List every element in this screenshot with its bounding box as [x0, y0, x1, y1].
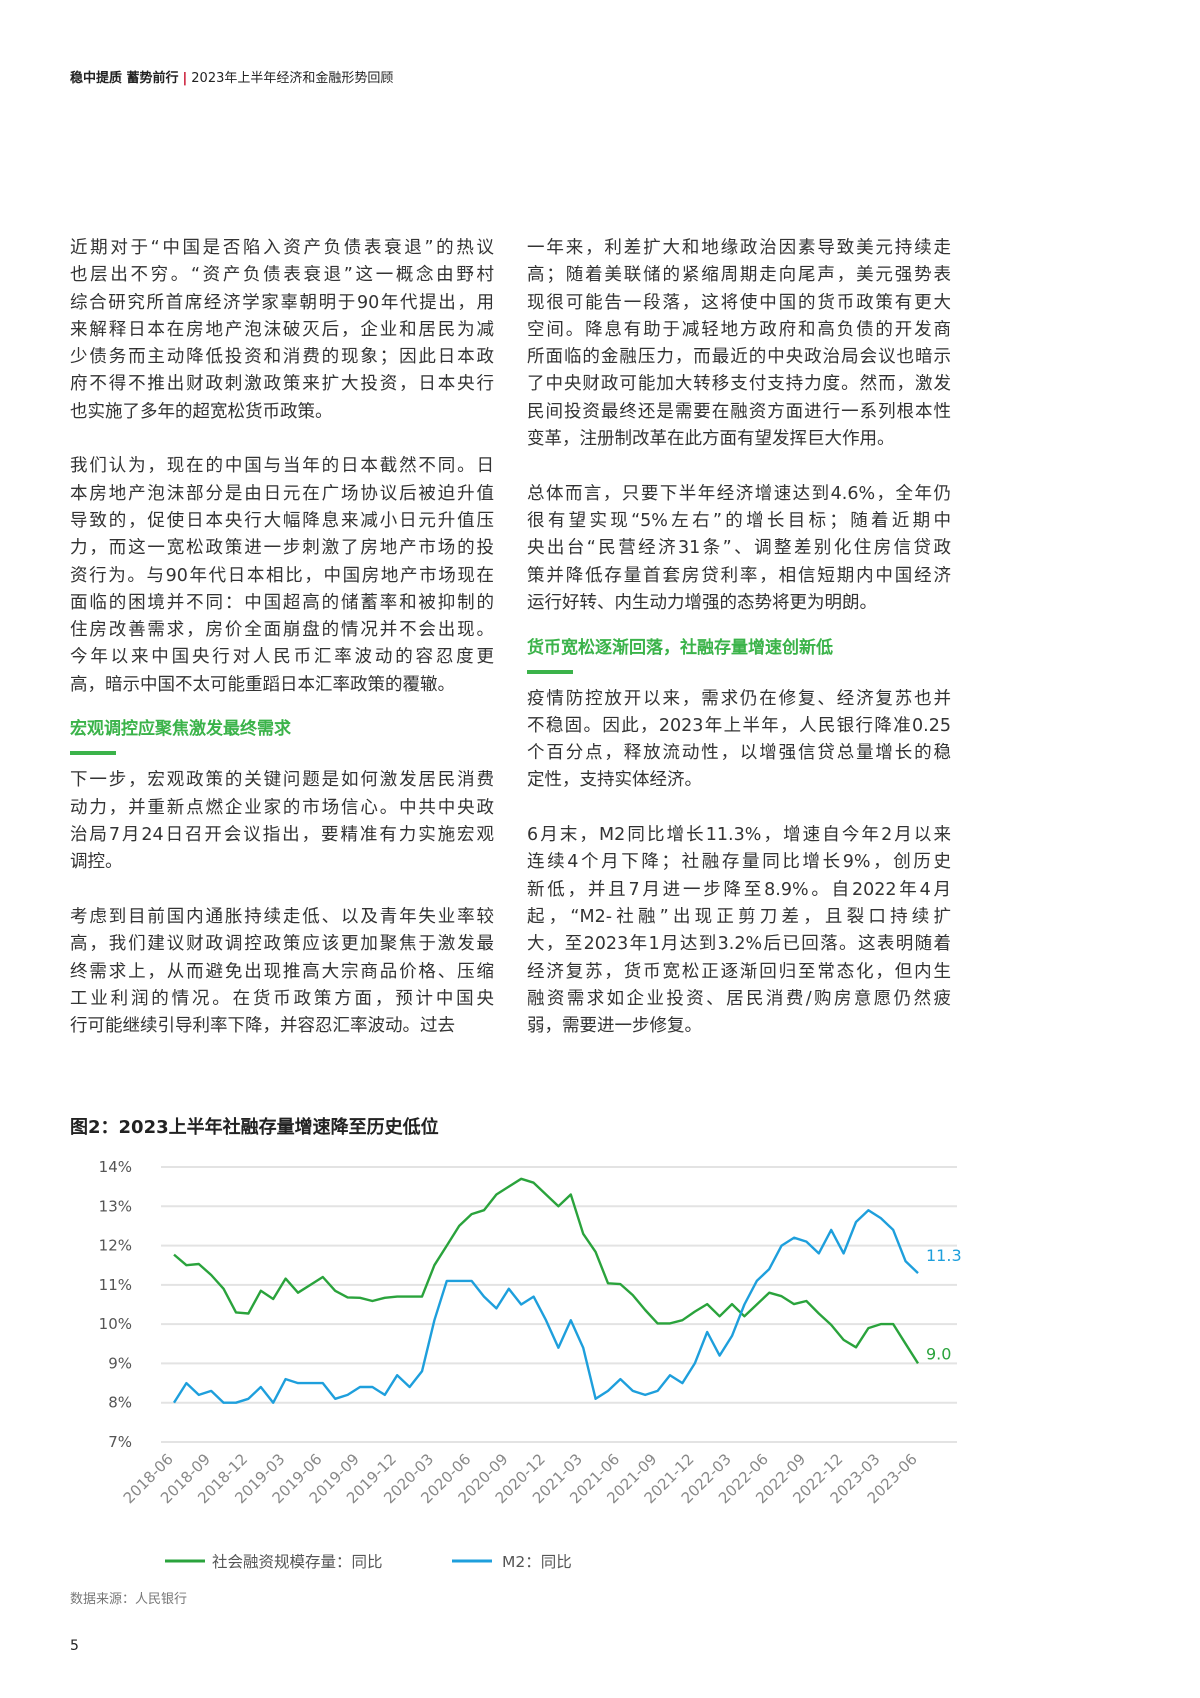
text-line: 我们认为，现在的中国与当年的日本截然不同。日	[70, 456, 494, 477]
text-line: 面临的困境并不同：中国超高的储蓄率和被抑制的	[70, 592, 494, 613]
text-line: 高，我们建议财政调控政策应该更加聚焦于激发最	[70, 934, 494, 955]
text-line: 很有望实现“5%左右”的增长目标；随着近期中	[527, 510, 951, 531]
text-line: 调控。	[70, 852, 123, 873]
section-heading: 宏观调控应聚焦激发最终需求	[70, 719, 291, 740]
text-line: 现很可能告一段落，这将使中国的货币政策有更大	[527, 292, 951, 313]
text-line: 连续4个月下降；社融存量同比增长9%，创历史	[527, 852, 951, 873]
text-line: 少债务而主动降低投资和消费的现象；因此日本政	[70, 347, 494, 368]
text-line: 来解释日本在房地产泡沫破灭后，企业和居民为减	[70, 319, 494, 340]
chart-title: 图2：2023上半年社融存量增速降至历史低位	[70, 1117, 439, 1138]
heading-underline	[527, 669, 573, 674]
text-line: 也层出不穷。“资产负债表衰退”这一概念由野村	[70, 265, 494, 286]
page-number: 5	[70, 1638, 79, 1654]
heading-underline	[70, 751, 116, 756]
left-column: 近期对于“中国是否陷入资产负债表衰退”的热议 也层出不穷。“资产负债表衰退”这一概…	[70, 235, 494, 1040]
header-separator: |	[182, 71, 188, 86]
text-line: 经济复苏，货币宽松正逐渐回归至常态化，但内生	[527, 961, 951, 982]
text-line: 空间。降息有助于减轻地方政府和高负债的开发商	[527, 319, 951, 340]
end-value-label: 9.0	[926, 1344, 951, 1363]
text-line: 起，“M2-社融”出现正剪刀差，且裂口持续扩	[527, 906, 951, 927]
paragraph: 6月末，M2同比增长11.3%，增速自今年2月以来 连续4个月下降；社融存量同比增…	[527, 822, 951, 1040]
paragraph: 近期对于“中国是否陷入资产负债表衰退”的热议 也层出不穷。“资产负债表衰退”这一概…	[70, 235, 494, 426]
running-header: 稳中提质 蓄势前行 | 2023年上半年经济和金融形势回顾	[70, 67, 393, 86]
text-line: 弱，需要进一步修复。	[527, 1016, 702, 1037]
paragraph: 一年来，利差扩大和地缘政治因素导致美元持续走 高；随着美联储的紧缩周期走向尾声，美…	[527, 235, 951, 453]
legend-label: 社会融资规模存量：同比	[212, 1553, 383, 1571]
text-line: 住房改善需求，房价全面崩盘的情况并不会出现。	[70, 620, 494, 641]
text-line: 一年来，利差扩大和地缘政治因素导致美元持续走	[527, 238, 951, 258]
paragraph: 疫情防控放开以来，需求仍在修复、经济复苏也并 不稳固。因此，2023年上半年，人民…	[527, 686, 951, 795]
text-line: 不稳固。因此，2023年上半年，人民银行降准0.25	[527, 715, 951, 736]
paragraph: 考虑到目前国内通胀持续走低、以及青年失业率较 高，我们建议财政调控政策应该更加聚焦…	[70, 904, 494, 1040]
text-line: 大，至2023年1月达到3.2%后已回落。这表明随着	[527, 934, 951, 955]
text-line: 疫情防控放开以来，需求仍在修复、经济复苏也并	[527, 688, 951, 709]
text-line: 工业利润的情况。在货币政策方面，预计中国央	[70, 988, 494, 1009]
y-tick-label: 10%	[99, 1315, 132, 1333]
right-column: 一年来，利差扩大和地缘政治因素导致美元持续走 高；随着美联储的紧缩周期走向尾声，美…	[527, 235, 951, 1040]
data-source: 数据来源：人民银行	[70, 1592, 188, 1607]
text-line: 融资需求如企业投资、居民消费/购房意愿仍然疲	[527, 988, 951, 1009]
text-line: 府不得不推出财政刺激政策来扩大投资，日本央行	[70, 374, 494, 395]
text-line: 今年以来中国央行对人民币汇率波动的容忍度更	[70, 647, 494, 668]
text-line: 央出台“民营经济31条”、调整差别化住房信贷政	[527, 538, 951, 559]
m2-series-line	[172, 1208, 919, 1404]
end-value-label: 11.3	[926, 1246, 962, 1265]
paragraph: 总体而言，只要下半年经济增速达到4.6%，全年仍 很有望实现“5%左右”的增长目标…	[527, 481, 951, 617]
text-line: 考虑到目前国内通胀持续走低、以及青年失业率较	[70, 906, 494, 927]
text-line: 高；随着美联储的紧缩周期走向尾声，美元强势表	[527, 265, 951, 286]
text-line: 了中央财政可能加大转移支付支持力度。然而，激发	[527, 374, 951, 395]
y-tick-label: 13%	[99, 1197, 132, 1215]
text-line: 资行为。与90年代日本相比，中国房地产市场现在	[70, 565, 494, 586]
text-line: 民间投资最终还是需要在融资方面进行一系列根本性	[527, 401, 951, 422]
text-line: 新低，并且7月进一步降至8.9%。自2022年4月	[527, 879, 951, 900]
text-line: 也实施了多年的超宽松货币政策。	[70, 401, 333, 422]
paragraph: 下一步，宏观政策的关键问题是如何激发居民消费 动力，并重新点燃企业家的市场信心。中…	[70, 767, 494, 876]
section-heading: 货币宽松逐渐回落，社融存量增速创新低	[527, 637, 833, 658]
y-tick-label: 14%	[99, 1158, 132, 1176]
text-line: 综合研究所首席经济学家辜朝明于90年代提出，用	[70, 292, 494, 313]
text-line: 本房地产泡沫部分是由日元在广场协议后被迫升值	[70, 483, 494, 504]
text-line: 治局7月24日召开会议指出，要精准有力实施宏观	[70, 825, 494, 846]
text-line: 个百分点，释放流动性，以增强信贷总量增长的稳	[527, 743, 951, 764]
text-line: 总体而言，只要下半年经济增速达到4.6%，全年仍	[527, 483, 951, 504]
y-tick-label: 9%	[108, 1354, 132, 1372]
y-tick-label: 7%	[108, 1433, 132, 1451]
y-tick-label: 12%	[99, 1237, 132, 1255]
text-line: 下一步，宏观政策的关键问题是如何激发居民消费	[70, 770, 494, 791]
line-chart: 7%8%9%10%11%12%13%14%2018-062018-092018-…	[99, 1158, 962, 1571]
text-line: 高，暗示中国不太可能重蹈日本汇率政策的覆辙。	[70, 674, 455, 695]
text-line: 终需求上，从而避免出现推高大宗商品价格、压缩	[70, 961, 494, 982]
text-line: 策并降低存量首套房贷利率，相信短期内中国经济	[527, 565, 951, 586]
text-line: 定性，支持实体经济。	[527, 770, 702, 791]
text-line: 行可能继续引导利率下降，并容忍汇率波动。过去	[70, 1016, 455, 1037]
paragraph: 我们认为，现在的中国与当年的日本截然不同。日 本房地产泡沫部分是由日元在广场协议后…	[70, 453, 494, 699]
text-line: 运行好转、内生动力增强的态势将更为明朗。	[527, 592, 877, 613]
text-line: 所面临的金融压力，而最近的中央政治局会议也暗示	[527, 347, 951, 368]
text-line: 6月末，M2同比增长11.3%，增速自今年2月以来	[527, 825, 951, 846]
text-line: 力，而这一宽松政策进一步刺激了房地产市场的投	[70, 538, 494, 559]
text-line: 动力，并重新点燃企业家的市场信心。中共中央政	[70, 797, 494, 818]
y-tick-label: 8%	[108, 1394, 132, 1412]
header-subtitle: 2023年上半年经济和金融形势回顾	[191, 71, 394, 86]
text-line: 导致的，促使日本央行大幅降息来减小日元升值压	[70, 510, 494, 531]
text-line: 近期对于“中国是否陷入资产负债表衰退”的热议	[70, 238, 494, 258]
legend-label: M2：同比	[502, 1553, 572, 1571]
y-tick-label: 11%	[99, 1276, 132, 1294]
text-line: 变革，注册制改革在此方面有望发挥巨大作用。	[527, 429, 895, 450]
header-brand: 稳中提质 蓄势前行	[70, 71, 179, 86]
